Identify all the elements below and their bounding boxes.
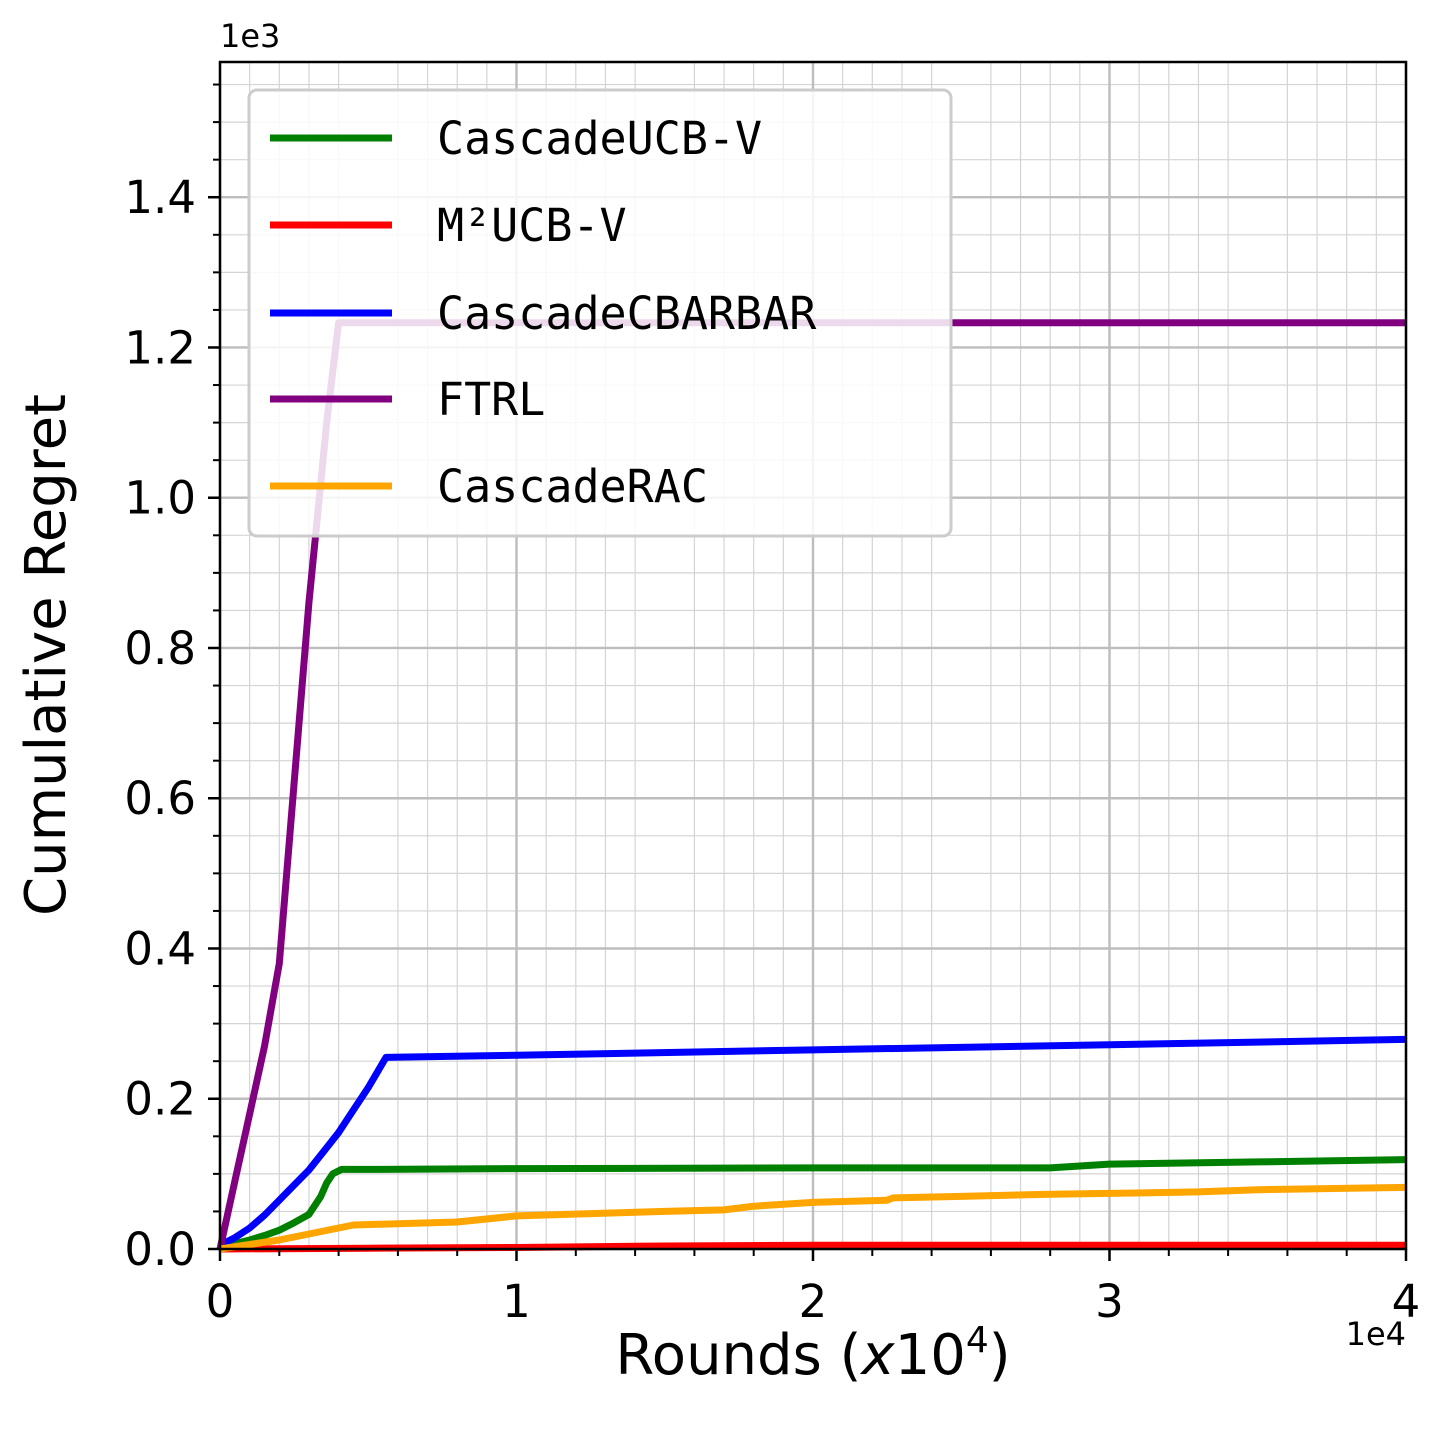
- y-tick-label: 0.4: [124, 922, 196, 975]
- x-tick-label: 3: [1095, 1275, 1124, 1328]
- x-tick-label: 2: [799, 1275, 828, 1328]
- legend-label-2: CascadeCBARBAR: [437, 287, 817, 340]
- y-tick-label: 0.8: [124, 622, 196, 675]
- legend-label-0: CascadeUCB-V: [437, 112, 762, 165]
- legend: CascadeUCB-V M²UCB-V CascadeCBARBAR FTRL Cas…: [247, 88, 953, 538]
- y-tick-label: 1.4: [124, 171, 196, 224]
- y-tick-label: 1.2: [124, 321, 196, 374]
- x-axis-title: Rounds (x104): [615, 1320, 1010, 1388]
- legend-label-3: FTRL: [437, 373, 545, 426]
- series-line-4: [219, 1183, 1407, 1253]
- y-offset-label: 1e3: [220, 17, 280, 55]
- x-offset-label: 1e4: [1346, 1315, 1406, 1353]
- axis-ticks: 0 1 2 3 4 0.0 0.2 0.4 0.6 0.8 1.0 1.2 1.4: [124, 83, 1421, 1328]
- x-axis-title-close: ): [989, 1323, 1011, 1388]
- x-tick-label: 1: [502, 1275, 531, 1328]
- legend-label-4: CascadeRAC: [437, 460, 708, 513]
- y-tick-label: 0.2: [124, 1073, 196, 1126]
- x-axis-title-var: x: [859, 1323, 895, 1388]
- y-tick-label: 1.0: [124, 472, 196, 525]
- legend-label-1: M²UCB-V: [437, 199, 627, 252]
- y-axis-title: Cumulative Regret: [14, 394, 79, 916]
- series-line-2: [218, 1035, 1407, 1249]
- x-axis-title-main: Rounds (: [615, 1323, 861, 1388]
- x-tick-label: 0: [206, 1275, 235, 1328]
- x-axis-title-base: 10: [895, 1323, 966, 1388]
- x-tick-label: 4: [1392, 1275, 1421, 1328]
- y-tick-label: 0.6: [124, 772, 196, 825]
- y-tick-label: 0.0: [124, 1223, 196, 1276]
- x-axis-title-exp: 4: [966, 1320, 989, 1361]
- legend-box: [247, 88, 953, 538]
- series-line-0: [219, 1156, 1407, 1251]
